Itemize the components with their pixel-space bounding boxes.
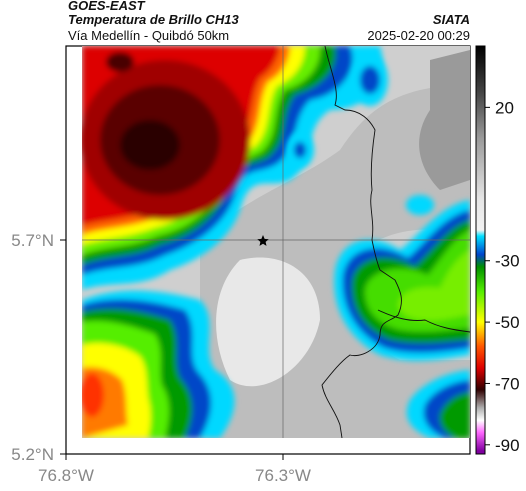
lat-tick-label: 5.7°N (11, 231, 54, 250)
lat-tick-label: 5.2°N (11, 445, 54, 464)
latitude-ticks: 5.7°N 5.2°N (11, 231, 66, 464)
satellite-title: GOES-EAST (68, 0, 145, 13)
colorbar-scale (475, 45, 486, 455)
colorbar-tick-label: -30 (495, 252, 520, 271)
ground-dark (419, 50, 470, 190)
lon-tick-label: 76.8°W (38, 466, 94, 485)
cloud-field (82, 46, 470, 438)
colorbar-tick-label: 20 (495, 98, 514, 117)
scattered-cells (286, 54, 434, 215)
longitude-ticks: 76.8°W 76.3°W (38, 454, 311, 485)
star-icon (257, 235, 269, 246)
region-label: Vía Medellín - Quibdó 50km (68, 28, 230, 43)
convective-cell-northwest (82, 46, 383, 290)
convective-band-southwest (82, 290, 235, 438)
lon-tick-label: 76.3°W (255, 466, 311, 485)
colorbar-tick-label: -90 (495, 436, 520, 455)
colorbar-ticks: 20 -30 -50 -70 -90 (485, 98, 520, 455)
political-boundary-east (377, 309, 470, 333)
product-title: Temperatura de Brillo CH13 (68, 12, 239, 27)
convective-cell-southeast (406, 370, 470, 438)
political-boundary (321, 46, 402, 438)
colorbar-tick-label: -70 (495, 374, 520, 393)
organization-label: SIATA (432, 12, 470, 27)
colorbar-tick-label: -50 (495, 313, 520, 332)
timestamp-label: 2025-02-20 00:29 (367, 28, 470, 43)
ground-light (216, 257, 320, 387)
